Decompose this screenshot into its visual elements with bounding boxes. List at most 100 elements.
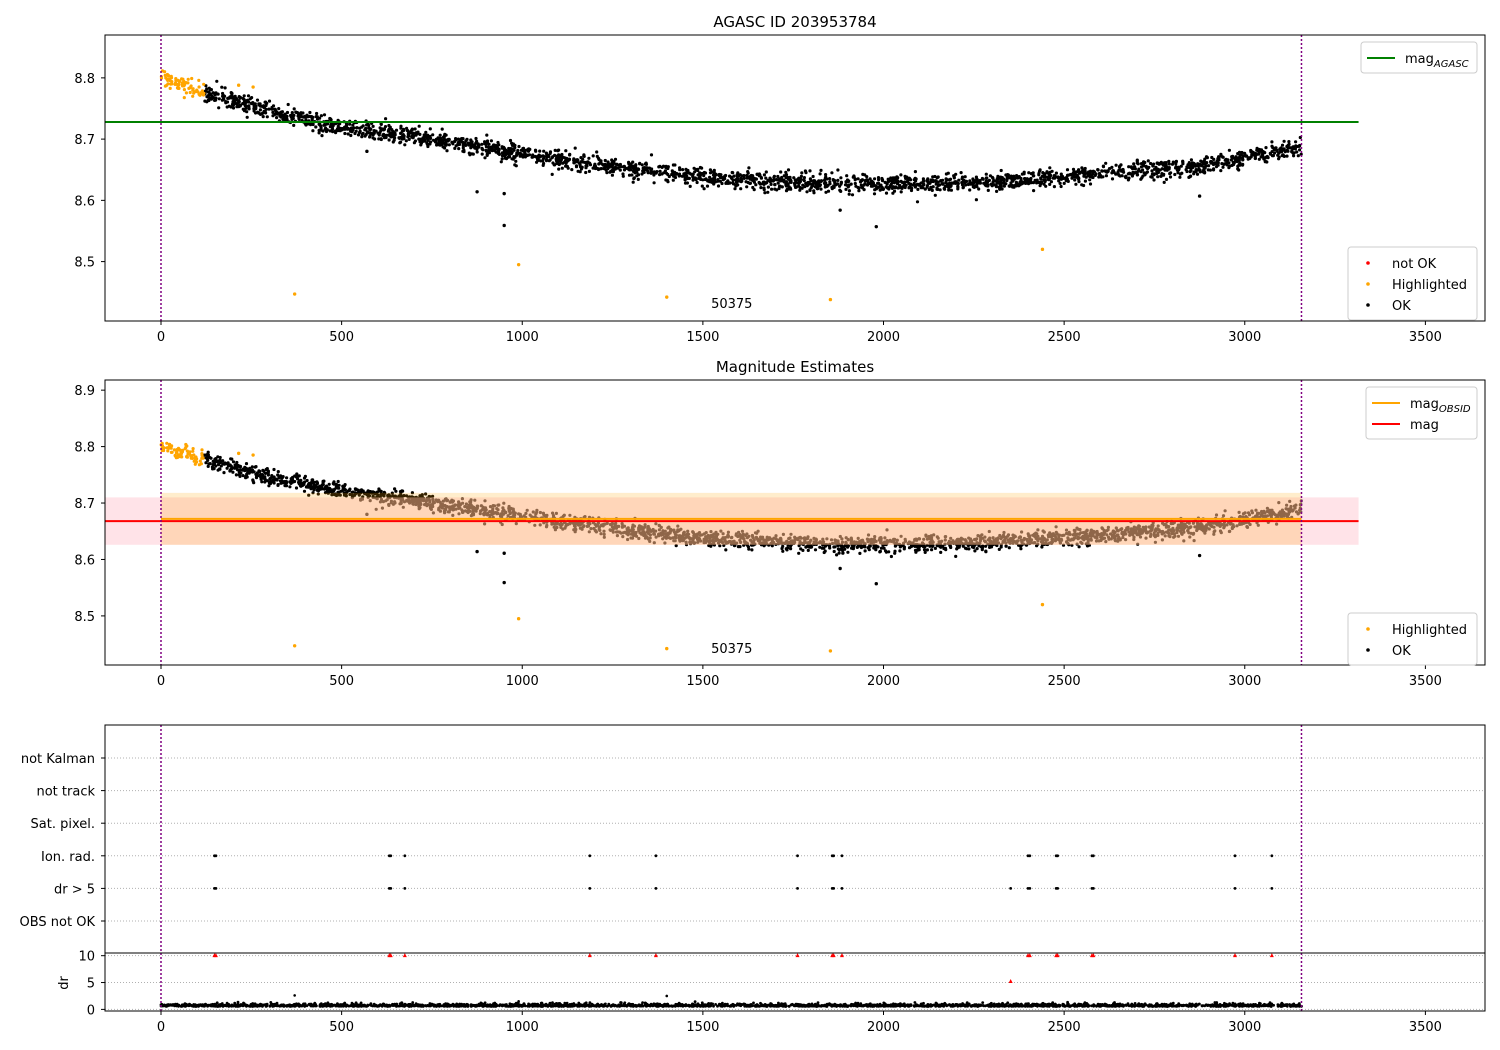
ok-point	[564, 164, 568, 168]
ok-point	[503, 154, 507, 158]
ok-point	[1181, 162, 1185, 166]
ok-point	[1196, 164, 1200, 168]
ok-point	[1164, 163, 1168, 167]
x-tick-label: 3500	[1409, 330, 1442, 345]
ok-point	[787, 185, 791, 189]
ok-point	[861, 172, 865, 176]
ok-point	[1027, 179, 1031, 183]
ok-point	[811, 179, 816, 183]
ok-point	[599, 167, 604, 171]
ok-point	[1037, 171, 1041, 176]
ok-point	[387, 138, 391, 142]
ok-point	[278, 114, 282, 118]
ok-point	[635, 174, 639, 178]
ok-point	[762, 173, 767, 177]
ok-point	[1295, 150, 1299, 154]
ok-point	[1280, 143, 1285, 147]
ok-point	[447, 137, 451, 141]
ok-point	[1035, 178, 1039, 182]
ok-point	[998, 176, 1003, 181]
ok-point	[230, 102, 235, 106]
ok-point	[1155, 171, 1159, 176]
ok-point	[338, 126, 343, 130]
ok-point	[1211, 168, 1216, 172]
ok-point	[865, 175, 869, 179]
ok-point	[830, 171, 834, 175]
highlighted-point	[189, 84, 193, 88]
ok-point	[286, 102, 290, 107]
ok-point	[502, 145, 506, 149]
x-tick-label: 3000	[1228, 330, 1261, 345]
highlighted-point	[174, 77, 178, 81]
ok-point	[989, 182, 993, 186]
ok-point	[977, 187, 981, 191]
ok-point	[578, 165, 583, 169]
ok-point	[276, 470, 280, 474]
ok-point	[1133, 167, 1137, 171]
ok-point	[839, 176, 843, 180]
ok-point	[1009, 174, 1013, 178]
ok-point	[476, 142, 480, 146]
ok-point	[944, 172, 949, 176]
ok-point	[974, 175, 979, 179]
ok-point	[377, 137, 381, 141]
ok-point	[542, 155, 546, 159]
ok-point	[1188, 166, 1192, 170]
ok-point	[471, 152, 475, 156]
ok-point	[699, 177, 703, 181]
x-tick-label: 500	[329, 330, 354, 345]
ok-point	[453, 146, 457, 150]
ok-point	[665, 178, 670, 182]
ok-point	[745, 176, 749, 180]
ok-point	[838, 208, 842, 212]
ok-point	[718, 174, 722, 178]
ok-point	[822, 546, 826, 550]
ok-point	[942, 546, 946, 551]
ok-point	[956, 184, 960, 188]
ok-point	[216, 92, 220, 96]
ok-point	[896, 180, 900, 184]
ok-point	[368, 490, 372, 494]
ok-point	[614, 166, 618, 170]
ok-point	[354, 487, 358, 491]
ok-point	[220, 98, 224, 102]
ok-point	[562, 160, 567, 164]
ok-point	[267, 484, 271, 488]
ok-point	[1201, 160, 1205, 165]
ok-point	[646, 171, 650, 175]
ok-point	[587, 156, 591, 160]
ok-point	[1038, 168, 1042, 172]
ok-point	[534, 154, 538, 159]
x-tick-label: 2500	[1048, 330, 1081, 345]
ok-point	[243, 104, 247, 108]
ok-point	[377, 487, 381, 491]
ok-point	[239, 471, 243, 475]
ok-point	[824, 190, 828, 194]
ok-point	[1116, 172, 1120, 176]
ok-point	[1066, 173, 1070, 177]
ok-point	[1141, 168, 1145, 172]
ok-point	[496, 140, 500, 145]
ok-point	[949, 188, 954, 192]
ok-point	[797, 179, 802, 183]
ok-point	[1154, 165, 1158, 169]
ok-point	[531, 155, 535, 159]
ok-point	[510, 141, 514, 145]
ok-point	[1112, 170, 1116, 174]
ok-point	[1263, 159, 1267, 163]
ok-point	[852, 174, 856, 178]
ok-point	[277, 107, 281, 111]
ok-point	[319, 126, 323, 130]
ok-point	[255, 471, 260, 475]
ok-point	[845, 174, 849, 178]
ok-point	[402, 137, 406, 141]
ok-point	[1219, 169, 1223, 173]
ok-point	[492, 148, 497, 153]
ok-point	[784, 183, 788, 187]
ok-point	[413, 139, 417, 143]
ok-point	[774, 178, 779, 182]
highlighted-point	[186, 77, 190, 81]
ok-point	[923, 550, 927, 555]
ok-point	[1263, 155, 1268, 160]
ok-point	[671, 178, 675, 182]
